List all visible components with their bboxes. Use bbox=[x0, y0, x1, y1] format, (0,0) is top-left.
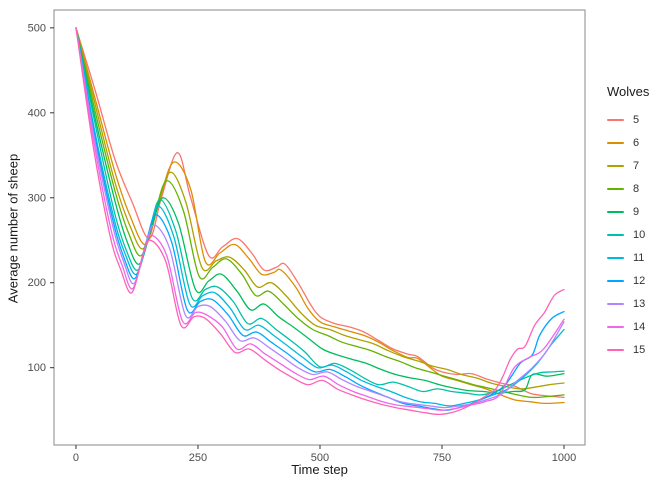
y-tick-label: 300 bbox=[28, 192, 46, 204]
y-axis-title: Average number of sheep bbox=[5, 153, 21, 304]
legend-item-15: 15 bbox=[607, 338, 649, 361]
x-axis-title: Time step bbox=[291, 462, 348, 477]
y-tick-label: 100 bbox=[28, 362, 46, 374]
legend-item-label: 15 bbox=[633, 343, 646, 356]
legend: Wolves 5 6 7 8 9 10 11 12 13 14 15 bbox=[607, 84, 649, 361]
series-line-15 bbox=[75, 27, 565, 416]
panel-border bbox=[53, 9, 586, 446]
legend-item-11: 11 bbox=[607, 246, 649, 269]
legend-key-line bbox=[607, 348, 624, 351]
y-tick-label: 400 bbox=[28, 107, 46, 119]
legend-key-line bbox=[607, 325, 624, 328]
legend-item-14: 14 bbox=[607, 315, 649, 338]
legend-item-6: 6 bbox=[607, 131, 649, 154]
legend-key-line bbox=[607, 164, 624, 167]
series-line-12 bbox=[75, 27, 565, 411]
y-tick-label: 500 bbox=[28, 22, 46, 34]
legend-key-line bbox=[607, 187, 624, 190]
legend-item-label: 10 bbox=[633, 228, 646, 241]
legend-key-line bbox=[607, 233, 624, 236]
legend-item-13: 13 bbox=[607, 292, 649, 315]
legend-items: 5 6 7 8 9 10 11 12 13 14 15 bbox=[607, 108, 649, 361]
legend-item-label: 13 bbox=[633, 297, 646, 310]
legend-item-9: 9 bbox=[607, 200, 649, 223]
legend-key-line bbox=[607, 279, 624, 282]
legend-item-label: 12 bbox=[633, 274, 646, 287]
legend-item-12: 12 bbox=[607, 269, 649, 292]
legend-item-8: 8 bbox=[607, 177, 649, 200]
series-line-7 bbox=[75, 27, 565, 390]
x-tick-label: 750 bbox=[433, 452, 451, 464]
legend-item-5: 5 bbox=[607, 108, 649, 131]
legend-title: Wolves bbox=[607, 84, 650, 99]
legend-item-label: 8 bbox=[633, 182, 640, 195]
legend-item-7: 7 bbox=[607, 154, 649, 177]
legend-key-line bbox=[607, 210, 624, 213]
legend-item-label: 11 bbox=[633, 251, 645, 264]
x-tick-label: 1000 bbox=[552, 452, 576, 464]
legend-item-10: 10 bbox=[607, 223, 649, 246]
x-tick-label: 0 bbox=[73, 452, 79, 464]
legend-key-line bbox=[607, 256, 624, 259]
legend-key-line bbox=[607, 118, 624, 121]
legend-item-label: 7 bbox=[633, 159, 640, 172]
legend-item-label: 6 bbox=[633, 136, 640, 149]
legend-item-label: 14 bbox=[633, 320, 646, 333]
y-tick-label: 200 bbox=[28, 277, 46, 289]
legend-key-line bbox=[607, 302, 624, 305]
x-tick-label: 250 bbox=[189, 452, 207, 464]
legend-key-line bbox=[607, 141, 624, 144]
legend-item-label: 5 bbox=[633, 113, 640, 126]
x-tick-label: 500 bbox=[311, 452, 329, 464]
legend-item-label: 9 bbox=[633, 205, 640, 218]
